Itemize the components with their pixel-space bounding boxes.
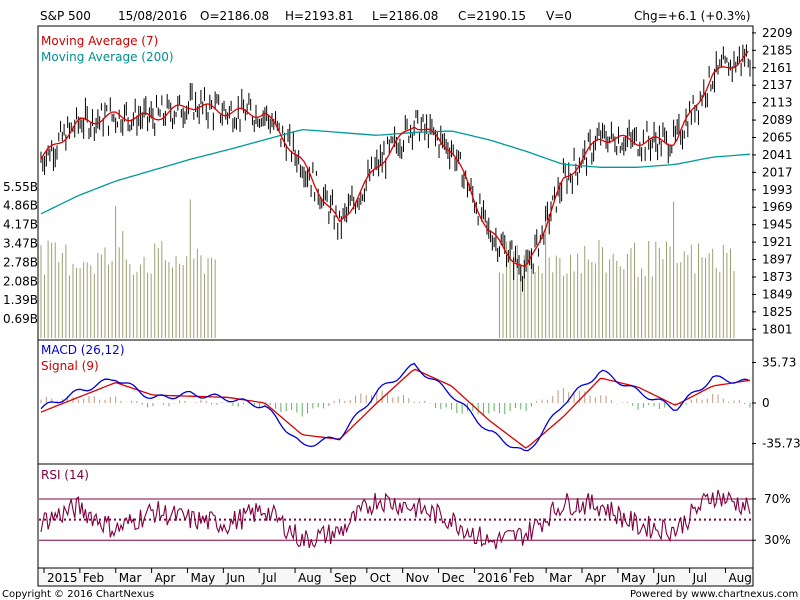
x-tick-label: May [190, 571, 215, 585]
x-tick-label: 2016 [477, 571, 508, 585]
volume-tick-label: 1.39B [3, 293, 38, 307]
volume-tick-label: 4.86B [3, 199, 38, 213]
x-tick-label: Feb [513, 571, 534, 585]
x-tick-label: Jun [225, 571, 245, 585]
price-panel [37, 25, 754, 341]
price-tick-label: 2185 [762, 43, 793, 57]
price-tick-label: 2089 [762, 113, 793, 127]
legend-ma7: Moving Average (7) [41, 34, 158, 48]
volume-label: V=0 [546, 9, 572, 23]
price-tick-label: 2017 [762, 165, 793, 179]
moving-averages [40, 50, 751, 268]
price-tick-label: 1969 [762, 200, 793, 214]
macd-line [40, 362, 749, 452]
price-tick-label: 1849 [762, 287, 793, 301]
open-label: O=2186.08 [200, 9, 269, 23]
x-axis-bar [37, 567, 754, 587]
macd-tick-label: 35.73 [762, 355, 796, 369]
macd-tick-label: -35.73 [762, 437, 800, 451]
close-label: C=2190.15 [458, 9, 526, 23]
x-tick-label: Jul [261, 571, 276, 585]
volume-tick-label: 3.47B [3, 236, 38, 250]
x-tick-label: Apr [585, 571, 606, 585]
price-tick-label: 1993 [762, 183, 793, 197]
rsi-tick-label: 30% [764, 533, 791, 547]
x-tick-label: Jun [656, 571, 676, 585]
powered-by-text: Powered by www.chartnexus.com [630, 589, 798, 600]
legend-rsi: RSI (14) [41, 468, 89, 482]
price-tick-label: 2209 [762, 26, 793, 40]
price-tick-label: 2041 [762, 148, 793, 162]
low-label: L=2186.08 [372, 9, 438, 23]
price-tick-label: 1921 [762, 235, 793, 249]
symbol-label: S&P 500 [40, 9, 91, 23]
volume-tick-label: 5.55B [3, 180, 38, 194]
x-tick-label: Aug [728, 571, 751, 585]
high-label: H=2193.81 [285, 9, 354, 23]
price-tick-label: 1873 [762, 270, 793, 284]
x-tick-label: Apr [155, 571, 176, 585]
price-tick-label: 2161 [762, 61, 793, 75]
x-tick-label: Sep [334, 571, 357, 585]
x-tick-label: Dec [442, 571, 465, 585]
legend-signal: Signal (9) [41, 359, 99, 373]
macd-tick-label: 0 [762, 396, 770, 410]
x-tick-label: Aug [298, 571, 321, 585]
price-bars [40, 44, 751, 292]
rsi-series [39, 489, 752, 550]
x-tick-label: Mar [549, 571, 572, 585]
x-tick-label: Jul [692, 571, 707, 585]
price-tick-label: 1897 [762, 253, 793, 267]
x-tick-label: Mar [119, 571, 142, 585]
x-tick-label: Oct [370, 571, 391, 585]
change-label: Chg=+6.1 (+0.3%) [634, 9, 751, 23]
x-tick-label: May [621, 571, 646, 585]
price-tick-label: 1801 [762, 322, 793, 336]
volume-tick-label: 0.69B [3, 312, 38, 326]
volume-tick-label: 4.17B [3, 217, 38, 231]
x-tick-label: Nov [406, 571, 429, 585]
rsi-tick-label: 70% [764, 492, 791, 506]
macd-series [40, 362, 751, 452]
price-tick-label: 2137 [762, 78, 793, 92]
macd-panel [37, 339, 754, 465]
axis-ticks: 2209 2185 2161 2137 2113 2089 2065 2041 2017 1993… [3, 26, 800, 585]
price-tick-label: 1825 [762, 305, 793, 319]
copyright-text: Copyright © 2016 ChartNexus [2, 589, 154, 600]
volume-tick-label: 2.78B [3, 255, 38, 269]
rsi-line [40, 489, 751, 550]
date-label: 15/08/2016 [118, 9, 187, 23]
x-tick-label: 2015 [47, 571, 78, 585]
volume-bars [40, 199, 735, 338]
price-tick-label: 2065 [762, 131, 793, 145]
x-tick-label: Feb [83, 571, 104, 585]
legend-macd: MACD (26,12) [41, 343, 125, 357]
volume-tick-label: 2.08B [3, 274, 38, 288]
price-tick-label: 1945 [762, 218, 793, 232]
ma200-line [40, 128, 751, 215]
legend-ma200: Moving Average (200) [41, 50, 174, 64]
ma7-line [40, 50, 749, 268]
price-tick-label: 2113 [762, 96, 793, 110]
